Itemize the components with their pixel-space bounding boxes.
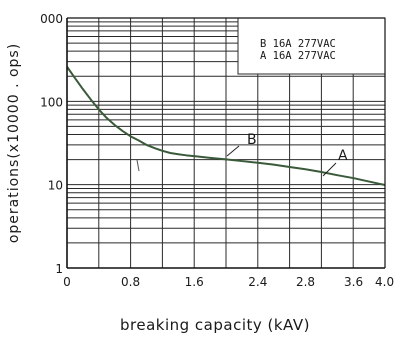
- x-tick-label: 4.0: [375, 275, 394, 289]
- series-A-line: [305, 168, 386, 187]
- x-tick-label: 2.4: [248, 275, 267, 289]
- axes: [66, 17, 386, 269]
- y-tick-label: 1: [55, 262, 63, 276]
- grid: [67, 17, 386, 269]
- y-tick-label: 10: [48, 179, 63, 193]
- annotation-leader: [226, 145, 240, 157]
- x-tick-label: 3.6: [344, 275, 363, 289]
- series-B-line: [66, 66, 306, 171]
- x-tick-label: 0.8: [121, 275, 140, 289]
- stray-mark: [136, 159, 140, 172]
- x-tick-label: 2.8: [296, 275, 315, 289]
- y-tick-label: 000: [40, 12, 63, 26]
- y-axis-label: operations(x10000 . ops): [6, 43, 22, 243]
- legend-entry: A 16A 277VAC: [260, 50, 336, 62]
- x-tick-label: 0: [63, 275, 71, 289]
- x-axis-label: breaking capacity (kAV): [120, 316, 310, 334]
- y-tick-label: 100: [40, 95, 63, 109]
- annotation-B: B: [247, 132, 257, 148]
- x-tick-label: 1.6: [185, 275, 204, 289]
- legend-entry: B 16A 277VAC: [260, 38, 336, 50]
- curves: [66, 66, 386, 187]
- annotation-A: A: [338, 148, 348, 164]
- annotation-leader: [322, 162, 337, 177]
